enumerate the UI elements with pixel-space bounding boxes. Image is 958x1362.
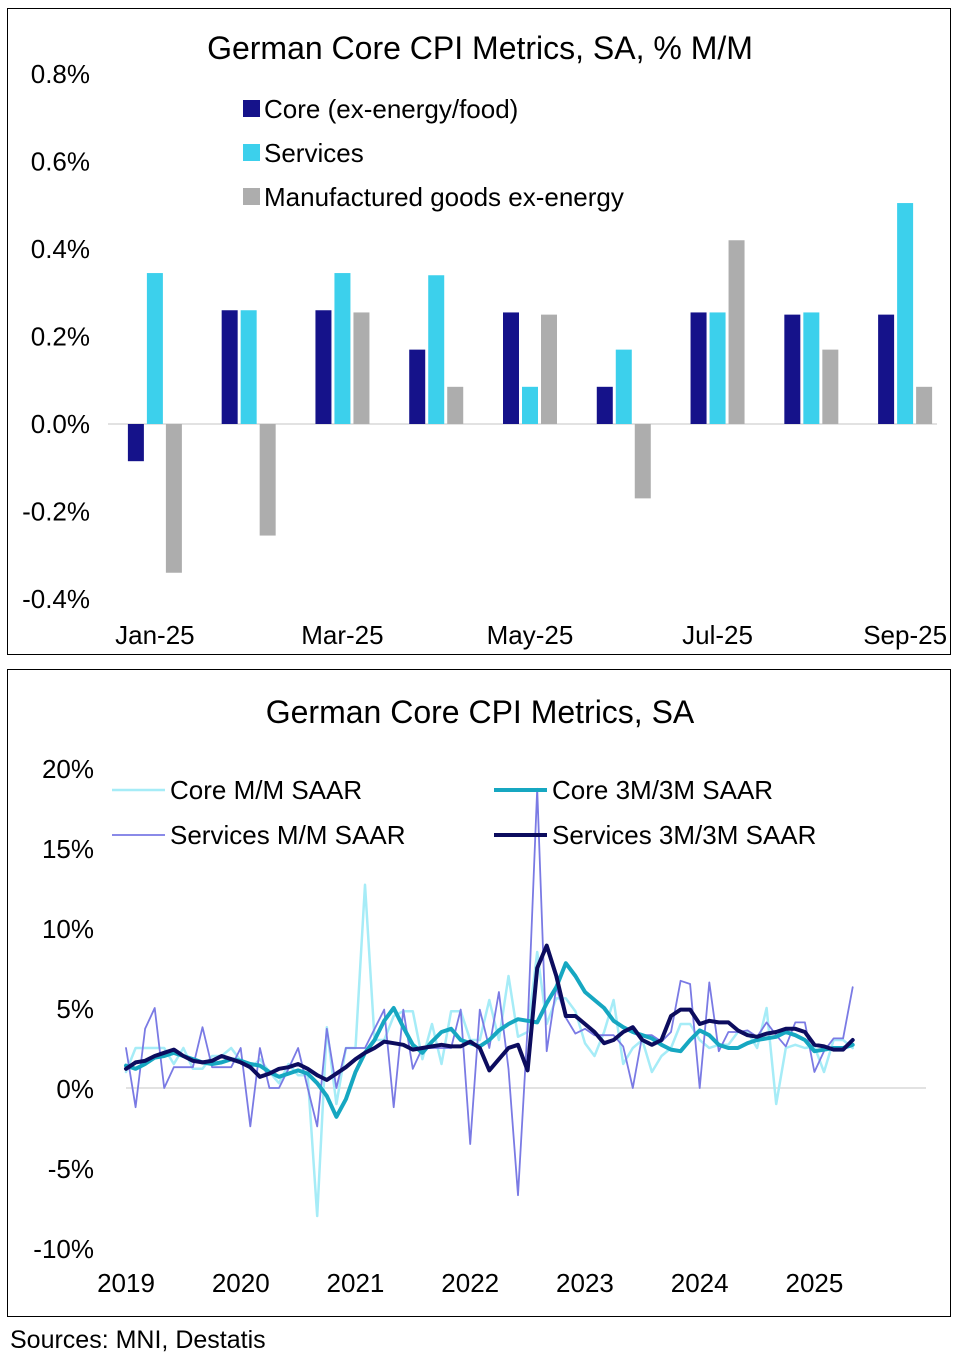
monthly-bar-chart-panel: German Core CPI Metrics, SA, % M/M -0.4%… — [7, 8, 951, 655]
bar-core-ex-energy-food--Mar-25 — [315, 310, 332, 424]
bar-services-Sep-25 — [897, 203, 914, 424]
line-core-m-m-saar — [124, 883, 854, 1218]
bar-core-ex-energy-food--Feb-25 — [221, 310, 238, 424]
line-chart-legend: Core M/M SAAR Services M/M SAAR Core 3M/3M… — [112, 775, 816, 850]
bar-core-ex-energy-food--Jun-25 — [596, 386, 613, 424]
bar-services-Jan-25 — [146, 273, 163, 424]
x-tick-label: 2022 — [441, 1268, 499, 1298]
y-tick-label: 20% — [42, 754, 94, 784]
bar-chart-bars — [127, 203, 933, 573]
legend-swatch — [243, 188, 260, 205]
bar-manufactured-goods-ex-energy-Sep-25 — [916, 386, 933, 424]
y-tick-label: -0.4% — [22, 584, 90, 614]
bar-services-Jun-25 — [615, 349, 632, 424]
legend-label: Services M/M SAAR — [170, 820, 406, 850]
bar-manufactured-goods-ex-energy-May-25 — [541, 314, 557, 424]
bar-services-Mar-25 — [334, 273, 351, 424]
y-tick-label: 5% — [56, 994, 94, 1024]
line-services-m-m-saar — [125, 787, 854, 1197]
bar-core-ex-energy-food--Apr-25 — [409, 349, 426, 424]
bar-core-ex-energy-food--Jul-25 — [690, 312, 707, 424]
bar-manufactured-goods-ex-energy-Jan-25 — [165, 424, 182, 573]
bar-manufactured-goods-ex-energy-Jun-25 — [634, 424, 651, 499]
x-tick-label: Sep-25 — [863, 620, 947, 650]
x-tick-label: 2021 — [327, 1268, 385, 1298]
bar-manufactured-goods-ex-energy-Jul-25 — [728, 240, 745, 424]
line-core-3m-3m-saar — [124, 961, 855, 1119]
x-tick-label: 2025 — [786, 1268, 844, 1298]
y-tick-label: 15% — [42, 834, 94, 864]
y-tick-label: -0.2% — [22, 497, 90, 527]
bar-core-ex-energy-food--Jan-25 — [127, 424, 144, 462]
bar-chart-legend: Core (ex-energy/food) Services Manufacture… — [243, 94, 624, 212]
legend-label: Core (ex-energy/food) — [264, 94, 518, 124]
x-tick-label: 2023 — [556, 1268, 614, 1298]
line-chart-title: German Core CPI Metrics, SA — [266, 694, 695, 730]
legend-label: Services — [264, 138, 364, 168]
bar-manufactured-goods-ex-energy-Mar-25 — [353, 312, 370, 424]
bar-manufactured-goods-ex-energy-Feb-25 — [259, 424, 276, 536]
line-chart-series — [124, 787, 855, 1218]
y-tick-label: 10% — [42, 914, 94, 944]
x-tick-label: Jul-25 — [682, 620, 753, 650]
bar-manufactured-goods-ex-energy-Aug-25 — [822, 349, 839, 424]
bar-services-Aug-25 — [803, 312, 820, 424]
bar-core-ex-energy-food--May-25 — [503, 312, 519, 424]
line-chart-axes: -10% -5% 0% 5% 10% 15% 20% 2019 2020 2021 2022 2023… — [33, 754, 926, 1298]
x-tick-label: 2020 — [212, 1268, 270, 1298]
legend-label: Core 3M/3M SAAR — [552, 775, 773, 805]
bar-chart-svg: German Core CPI Metrics, SA, % M/M -0.4%… — [22, 30, 947, 650]
bar-core-ex-energy-food--Sep-25 — [878, 314, 895, 424]
bar-services-Feb-25 — [240, 310, 257, 424]
bar-chart-title: German Core CPI Metrics, SA, % M/M — [207, 30, 753, 66]
y-tick-label: 0.6% — [31, 147, 90, 177]
line-chart-svg: German Core CPI Metrics, SA -10% -5% 0% 5% 1… — [33, 694, 926, 1298]
legend-label: Manufactured goods ex-energy — [264, 182, 624, 212]
saar-line-chart-panel: German Core CPI Metrics, SA -10% -5% 0% 5% 1… — [7, 669, 951, 1317]
y-tick-label: 0.0% — [31, 409, 90, 439]
x-tick-label: 2024 — [671, 1268, 729, 1298]
bar-services-May-25 — [522, 386, 538, 424]
y-tick-label: -5% — [48, 1154, 94, 1184]
x-tick-label: 2019 — [97, 1268, 155, 1298]
source-note: Sources: MNI, Destatis — [10, 1326, 266, 1354]
legend-swatch — [243, 144, 260, 161]
bar-core-ex-energy-food--Aug-25 — [784, 314, 801, 424]
y-tick-label: 0.8% — [31, 59, 90, 89]
x-tick-label: Jan-25 — [115, 620, 195, 650]
y-tick-label: -10% — [33, 1234, 94, 1264]
legend-label: Services 3M/3M SAAR — [552, 820, 816, 850]
y-tick-label: 0.4% — [31, 234, 90, 264]
y-tick-label: 0.2% — [31, 322, 90, 352]
line-services-3m-3m-saar — [124, 943, 855, 1082]
bar-manufactured-goods-ex-energy-Apr-25 — [447, 386, 464, 424]
bar-services-Jul-25 — [709, 312, 726, 424]
y-tick-label: 0% — [56, 1074, 94, 1104]
bar-services-Apr-25 — [428, 275, 445, 424]
legend-label: Core M/M SAAR — [170, 775, 362, 805]
legend-swatch — [243, 100, 260, 117]
x-tick-label: Mar-25 — [301, 620, 383, 650]
x-tick-label: May-25 — [487, 620, 574, 650]
